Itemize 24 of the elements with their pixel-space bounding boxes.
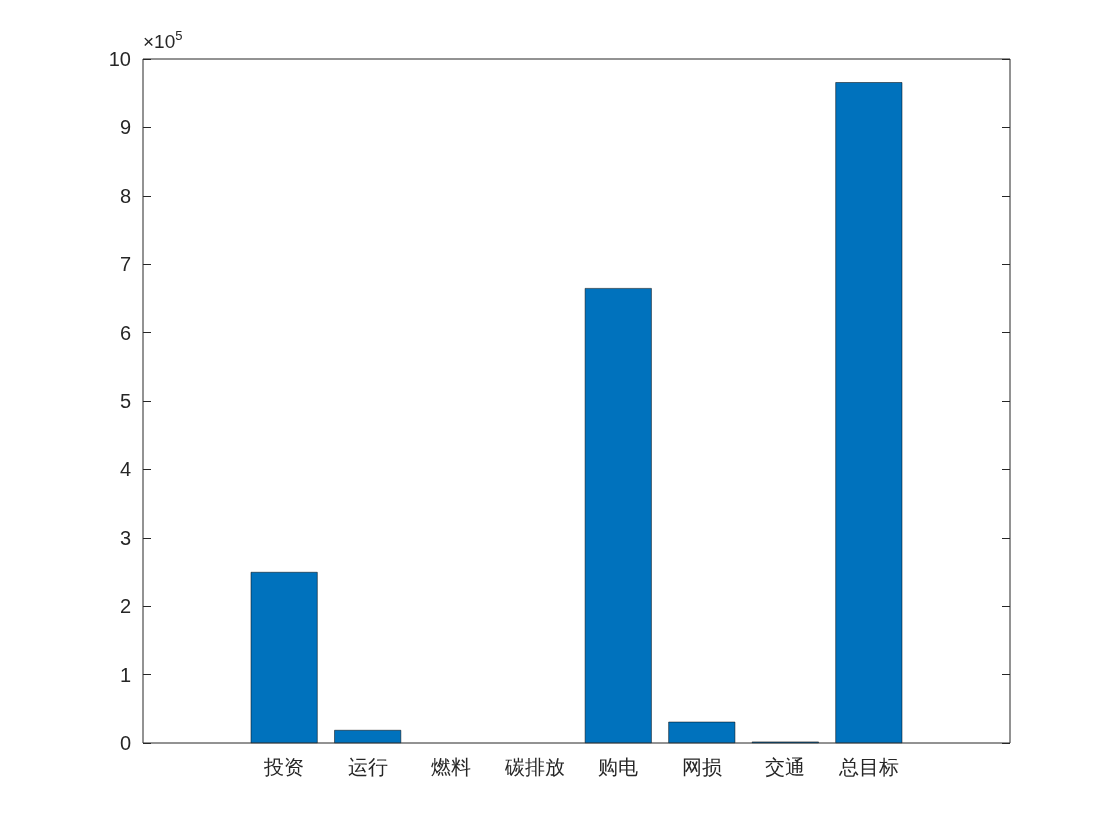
- x-tick-label: 总目标: [837, 756, 899, 778]
- y-tick-label: 9: [119, 116, 131, 139]
- x-tick-label: 网损: [681, 756, 722, 778]
- y-tick-label: 4: [119, 458, 131, 481]
- y-tick-label: 2: [119, 595, 131, 618]
- x-tick-label: 购电: [598, 756, 639, 778]
- bar: [334, 730, 402, 743]
- bar: [668, 721, 736, 743]
- y-tick-label: 0: [119, 732, 131, 754]
- y-tick-label: 7: [119, 253, 131, 276]
- bar: [250, 572, 318, 743]
- x-tick-label: 碳排放: [503, 756, 565, 778]
- y-tick-label: 6: [119, 321, 131, 344]
- bar: [835, 82, 903, 743]
- x-tick-label: 交通: [765, 756, 806, 778]
- y-tick-label: 8: [119, 184, 131, 207]
- y-tick-label: 1: [119, 663, 131, 686]
- x-tick-label: 投资: [263, 756, 305, 778]
- bar: [584, 288, 652, 743]
- y-tick-label: 10: [108, 48, 131, 70]
- y-tick-label: 5: [119, 390, 131, 412]
- x-tick-label: 运行: [347, 756, 388, 778]
- y-tick-label: 3: [119, 526, 131, 549]
- x-tick-label: 燃料: [431, 756, 472, 778]
